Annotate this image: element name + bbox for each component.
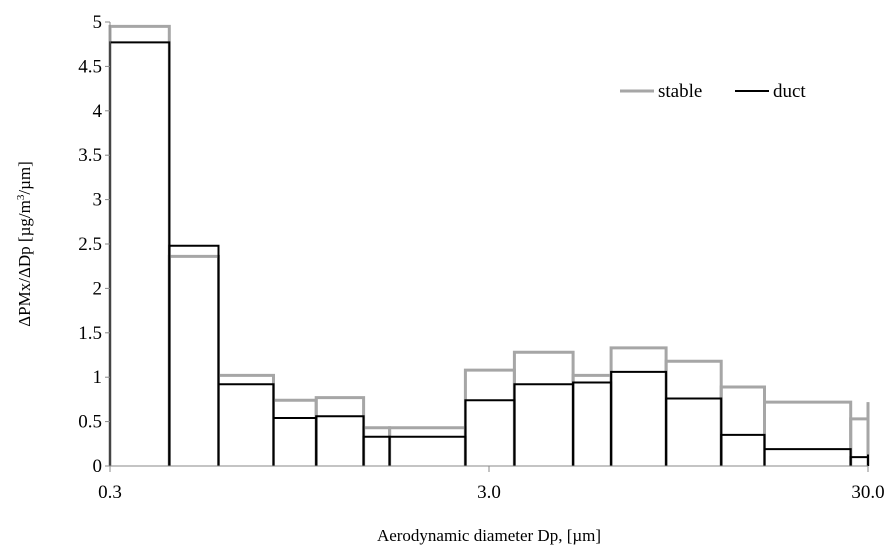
stable-bar <box>314 396 366 466</box>
legend-label-stable: stable <box>658 81 702 102</box>
stable-bar <box>609 346 668 466</box>
x-tick-label: 3.0 <box>477 482 501 503</box>
x-tick-label: 0.3 <box>98 482 122 503</box>
legend: stable duct <box>620 81 806 102</box>
stable-bar <box>388 426 467 466</box>
duct-bar <box>217 383 275 466</box>
series-layer <box>108 24 870 466</box>
legend-label-duct: duct <box>773 81 806 102</box>
y-axis-label-prefix: ΔPMx/ΔDp [µg/m <box>15 200 34 327</box>
duct-bar <box>665 397 723 466</box>
stable-bar <box>362 426 392 466</box>
duct-bar <box>720 433 766 466</box>
series-duct <box>109 41 869 466</box>
stable-bar <box>664 359 723 466</box>
x-axis-label: Aerodynamic diameter Dp, [µm] <box>377 526 601 545</box>
stable-bar <box>719 385 766 466</box>
y-tick-label: 0.5 <box>78 412 102 433</box>
y-axis-label-suffix: /µm] <box>15 161 34 194</box>
stable-bar <box>217 373 275 466</box>
duct-bar <box>464 399 516 466</box>
duct-bar <box>849 456 869 466</box>
duct-bar <box>513 383 575 466</box>
stable-bar <box>763 400 853 466</box>
duct-bar <box>109 41 171 466</box>
y-axis-label-superscript: 3 <box>15 194 27 200</box>
y-tick-label: 3.5 <box>78 145 102 166</box>
stable-bar <box>272 398 318 466</box>
stable-bar <box>849 417 870 466</box>
duct-bar <box>572 381 613 466</box>
duct-bar <box>272 417 318 466</box>
duct-bar <box>610 370 668 466</box>
y-tick-label: 3 <box>93 190 103 211</box>
y-tick-label: 2 <box>93 278 103 299</box>
duct-bar <box>388 435 467 466</box>
ticks-layer: 0 0.5 1 1.5 2 2.5 3 3.5 4 4.5 5 0.3 3.0 30.0 <box>78 12 884 503</box>
y-tick-label: 5 <box>93 12 103 33</box>
y-tick-label: 1 <box>93 367 103 388</box>
y-tick-label: 1.5 <box>78 323 102 344</box>
duct-bar <box>168 244 220 466</box>
y-tick-label: 4.5 <box>78 56 102 77</box>
stable-bar <box>512 350 575 466</box>
duct-bar <box>315 415 365 466</box>
stable-bar <box>167 254 220 466</box>
stable-bar <box>463 368 516 466</box>
duct-bar <box>763 448 852 466</box>
y-tick-label: 2.5 <box>78 234 102 255</box>
y-tick-label: 4 <box>93 101 103 122</box>
x-tick-label: 30.0 <box>851 482 884 503</box>
stable-bar <box>108 24 171 466</box>
stable-bar <box>571 373 613 466</box>
y-tick-label: 0 <box>93 456 103 477</box>
y-axis-label: ΔPMx/ΔDp [µg/m3/µm] <box>15 161 34 327</box>
duct-bar <box>362 435 391 466</box>
